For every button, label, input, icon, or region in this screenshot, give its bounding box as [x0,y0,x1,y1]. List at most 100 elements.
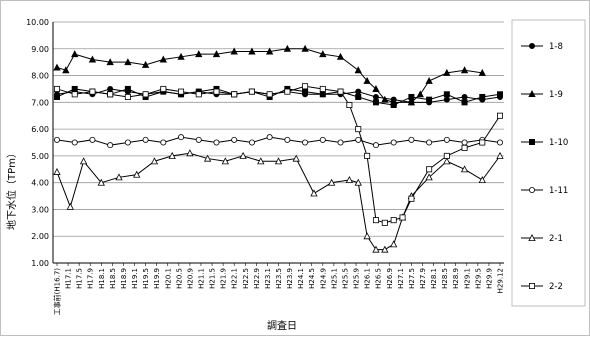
data-point [408,195,415,202]
x-tick-label: H28.1 [430,268,438,289]
data-point [203,154,212,162]
x-tick-label: H22.5 [242,268,250,289]
legend-label: 2-2 [549,282,563,292]
data-point [79,157,88,165]
data-point [124,93,131,100]
x-axis-label: 調査日 [267,319,297,332]
data-point [265,47,274,55]
data-point [355,126,362,133]
data-point [479,139,486,146]
series-lines [53,44,504,253]
data-point [97,178,105,186]
data-point [266,134,273,141]
data-point [54,85,61,92]
data-point [355,93,362,100]
data-point [71,50,79,58]
x-tick-label: H28.9 [452,268,460,289]
data-point [248,88,255,95]
data-point [364,152,371,159]
data-point [355,136,362,143]
y-tick-label: 2.00 [31,232,49,241]
x-tick-label: H23.1 [264,268,272,289]
data-point [54,136,61,143]
data-point [177,52,185,60]
series-line [56,85,501,224]
data-point [355,88,362,95]
data-point [354,66,362,74]
data-point [71,85,78,92]
data-point [460,66,469,74]
data-point [381,95,389,103]
data-point [372,245,380,253]
data-point [399,214,406,221]
data-point [425,76,433,84]
y-tick-label: 1.00 [31,259,49,268]
data-point [363,232,371,240]
data-point [461,144,468,151]
data-point [479,93,486,100]
data-point [53,63,61,71]
data-point [160,85,167,92]
x-tick-label: H17.9 [87,268,95,289]
legend-entry: 2-1 [521,234,563,244]
legend-label: 1-11 [549,186,568,196]
data-point [390,240,398,248]
y-tick-labels: 1.00 2.00 3.00 4.00 5.00 6.00 7.00 8.00 9.00 10.0… [26,18,49,268]
data-point [160,139,167,146]
data-point [363,76,371,84]
data-point [372,99,379,106]
x-tick-label: H22.9 [253,268,261,289]
x-tick-label: H17.5 [76,268,84,289]
data-point [390,139,397,146]
legend-entry: 1-8 [521,42,563,52]
data-point [213,88,220,95]
data-point [426,96,433,103]
data-point [231,91,238,98]
data-point [178,134,185,141]
series-line [56,88,501,103]
legend-label: 2-1 [549,234,563,244]
data-point [115,173,123,181]
x-tick-label: H23.9 [286,268,294,289]
data-point [443,68,451,76]
x-tick-label: H19.1 [131,268,139,289]
series-1-11 [54,134,503,149]
data-point [460,165,469,173]
legend-entry: 2-2 [521,282,563,292]
x-tick-label: H22.1 [231,268,239,289]
data-point [124,139,131,146]
data-point [319,136,326,143]
x-tick-label: H26.9 [386,268,394,289]
data-point [443,96,450,103]
y-tick-label: 9.00 [31,45,49,54]
data-point [168,151,176,159]
legend-marker [528,90,536,97]
data-point [195,136,202,143]
x-tick-label: H25.1 [330,268,338,289]
data-point [478,68,486,76]
data-point [178,88,185,95]
legend-entry: 1-11 [521,186,568,196]
x-tick-label: H25.5 [341,268,349,289]
x-tick-label: H18.9 [120,268,128,289]
data-point [302,83,309,90]
data-point [142,136,149,143]
x-tick-label: H21.1 [197,268,205,289]
legend-label: 1-8 [549,42,563,52]
data-point [390,102,397,109]
data-point [346,102,353,109]
grid-lines [52,21,504,264]
data-point [212,50,221,58]
legend-marker [529,186,536,193]
x-tick-label: H29.5 [474,268,482,289]
data-point [195,50,203,58]
data-point [426,166,433,173]
y-tick-label: 7.00 [31,98,49,107]
x-tick-label: H21.9 [220,268,228,289]
data-point [213,139,220,146]
x-tick-label: H29.1 [463,268,471,289]
data-point [408,136,415,143]
x-tick-label: H23.5 [275,268,283,289]
data-point [496,112,503,119]
data-point [107,85,114,92]
